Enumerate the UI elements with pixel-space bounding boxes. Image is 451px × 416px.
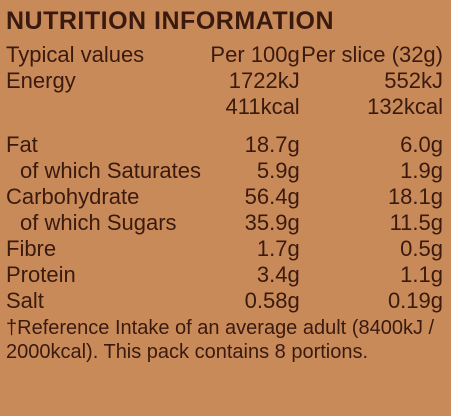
energy-per100-kcal: 411kcal xyxy=(225,94,300,119)
energy-perslice-kj: 552kJ xyxy=(384,68,443,93)
sugars-perslice: 11.5g xyxy=(389,210,443,235)
nutrition-table: Typical values Per 100g Per slice (32g) … xyxy=(6,42,443,314)
energy-kcal-spacer xyxy=(6,94,201,120)
header-row: Typical values Per 100g Per slice (32g) xyxy=(6,42,443,68)
header-typical-values: Typical values xyxy=(6,42,145,67)
salt-per100: 0.58g xyxy=(244,288,300,313)
salt-label: Salt xyxy=(6,288,44,313)
separator-cell xyxy=(300,120,443,132)
sugars-label: of which Sugars xyxy=(20,210,177,235)
protein-row: Protein 3.4g 1.1g xyxy=(6,262,443,288)
fibre-per100: 1.7g xyxy=(256,236,300,261)
energy-kcal-row: 411kcal 132kcal xyxy=(6,94,444,120)
carbohydrate-perslice: 18.1g xyxy=(387,184,443,209)
saturates-per100: 5.9g xyxy=(256,158,300,183)
sugars-per100: 35.9g xyxy=(244,210,300,235)
separator-cell xyxy=(6,120,201,132)
energy-kj-row: Energy 1722kJ 552kJ xyxy=(6,68,443,94)
header-per-100g: Per 100g xyxy=(210,42,300,67)
energy-perslice-kcal: 132kcal xyxy=(367,94,443,119)
protein-per100: 3.4g xyxy=(256,262,300,287)
saturates-label: of which Saturates xyxy=(20,158,201,183)
fat-per100: 18.7g xyxy=(244,132,300,157)
separator-row xyxy=(6,120,443,132)
fibre-perslice: 0.5g xyxy=(400,236,443,261)
sugars-row: of which Sugars 35.9g 11.5g xyxy=(6,210,443,236)
footnote: †Reference Intake of an average adult (8… xyxy=(6,317,435,363)
protein-label: Protein xyxy=(6,262,76,287)
header-per-slice: Per slice (32g) xyxy=(301,42,443,67)
fibre-label: Fibre xyxy=(6,236,57,261)
salt-row: Salt 0.58g 0.19g xyxy=(6,288,443,314)
saturates-row: of which Saturates 5.9g 1.9g xyxy=(6,158,443,184)
separator-cell xyxy=(201,120,300,132)
fat-perslice: 6.0g xyxy=(400,132,443,157)
fat-label: Fat xyxy=(6,132,38,157)
carbohydrate-row: Carbohydrate 56.4g 18.1g xyxy=(6,184,443,210)
carbohydrate-label: Carbohydrate xyxy=(6,184,140,209)
protein-perslice: 1.1g xyxy=(400,262,443,287)
salt-perslice: 0.19g xyxy=(387,288,443,313)
energy-per100-kj: 1722kJ xyxy=(228,68,300,93)
saturates-perslice: 1.9g xyxy=(400,158,443,183)
fibre-row: Fibre 1.7g 0.5g xyxy=(6,236,443,262)
nutrition-title: NUTRITION INFORMATION xyxy=(6,7,335,35)
energy-label: Energy xyxy=(6,68,76,93)
carbohydrate-per100: 56.4g xyxy=(244,184,300,209)
fat-row: Fat 18.7g 6.0g xyxy=(6,132,443,158)
